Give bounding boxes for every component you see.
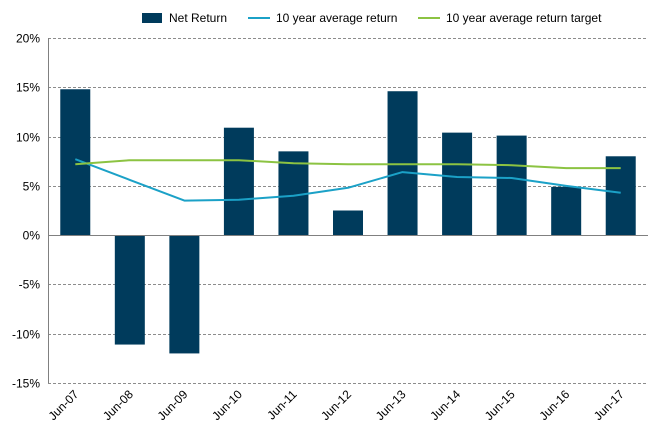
- net-return-bar: [442, 132, 473, 236]
- y-tick-label: -10%: [12, 328, 40, 342]
- legend-label: 10 year average return target: [446, 11, 602, 25]
- average-lines: [74, 158, 621, 202]
- net-return-bar: [496, 135, 527, 236]
- net-return-bar: [114, 235, 145, 345]
- x-tick-label: Jun-09: [155, 387, 191, 423]
- x-tick-label: Jun-13: [373, 387, 409, 423]
- x-tick-label: Jun-17: [591, 387, 627, 423]
- x-tick-label: Jun-10: [209, 387, 245, 423]
- net-return-bar: [169, 235, 200, 354]
- legend-swatch: [142, 13, 162, 23]
- net-return-bar: [605, 156, 636, 236]
- x-tick-label: Jun-15: [482, 387, 518, 423]
- x-tick-label: Jun-08: [100, 387, 136, 423]
- y-tick-label: 5%: [23, 180, 41, 194]
- net-return-bar: [223, 127, 254, 236]
- x-tick-label: Jun-11: [264, 387, 299, 422]
- legend-label: 10 year average return: [276, 11, 397, 25]
- x-tick-label: Jun-07: [46, 387, 82, 423]
- x-tick-label: Jun-16: [536, 387, 572, 423]
- y-tick-label: 15%: [16, 81, 40, 95]
- y-tick-label: -15%: [12, 377, 40, 391]
- x-tick-label: Jun-14: [427, 387, 463, 423]
- y-tick-label: 20%: [16, 32, 40, 46]
- legend-label: Net Return: [169, 11, 227, 25]
- net-return-bar: [387, 91, 418, 236]
- 10-year-average-return-line: [74, 158, 621, 202]
- x-tick-label: Jun-12: [318, 387, 354, 423]
- y-tick-label: -5%: [19, 278, 41, 292]
- 10-year-average-return-target-line: [75, 159, 621, 170]
- y-tick-label: 0%: [23, 229, 41, 243]
- legend: Net Return 10 year average return 10 year …: [142, 11, 602, 25]
- net-return-bar: [333, 210, 363, 236]
- y-tick-label: 10%: [16, 131, 40, 145]
- net-return-bars: [60, 89, 636, 354]
- net-return-bar: [551, 186, 582, 236]
